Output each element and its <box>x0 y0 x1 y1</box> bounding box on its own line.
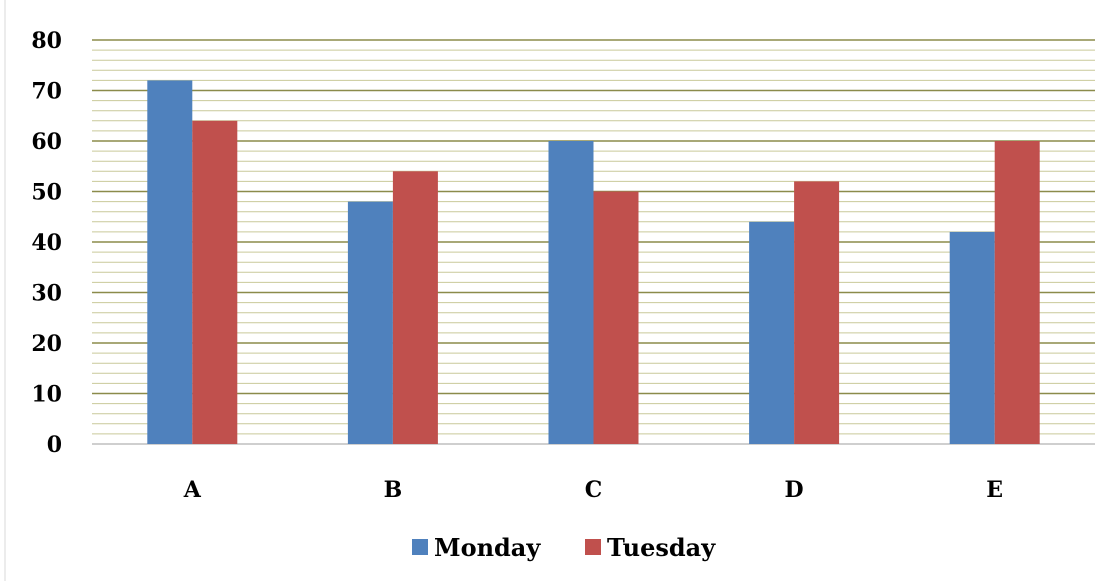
bar-monday-c <box>548 141 594 444</box>
legend-swatch-monday <box>412 539 428 555</box>
bar-monday-b <box>347 201 393 444</box>
y-tick-label: 50 <box>31 180 62 206</box>
x-tick-label: C <box>585 477 603 503</box>
bar-monday-e <box>949 231 995 444</box>
y-tick-label: 30 <box>31 281 62 307</box>
bar-tuesday-d <box>794 181 840 444</box>
y-tick-label: 60 <box>31 129 62 155</box>
x-tick-label: A <box>183 477 202 503</box>
bars <box>147 80 1040 445</box>
bar-monday-a <box>147 80 193 445</box>
y-tick-label: 40 <box>31 230 62 256</box>
x-axis-ticks: A B C D E <box>183 477 1003 503</box>
bar-tuesday-b <box>392 171 438 445</box>
y-tick-label: 70 <box>31 79 62 105</box>
bar-tuesday-a <box>192 120 238 445</box>
legend-swatch-tuesday <box>585 539 601 555</box>
legend-label-monday: Monday <box>434 533 541 562</box>
bar-tuesday-c <box>593 191 639 444</box>
y-axis-ticks: 0 10 20 30 40 50 60 70 80 <box>31 28 62 458</box>
legend: Monday Tuesday <box>412 533 716 562</box>
y-tick-label: 80 <box>31 28 62 54</box>
legend-label-tuesday: Tuesday <box>607 533 716 562</box>
x-tick-label: D <box>785 477 804 503</box>
y-tick-label: 10 <box>31 382 62 408</box>
bar-monday-d <box>749 221 795 444</box>
y-tick-label: 0 <box>47 432 62 458</box>
x-tick-label: B <box>384 477 403 503</box>
y-tick-label: 20 <box>31 331 62 357</box>
x-tick-label: E <box>986 477 1003 503</box>
bar-tuesday-e <box>994 141 1040 444</box>
